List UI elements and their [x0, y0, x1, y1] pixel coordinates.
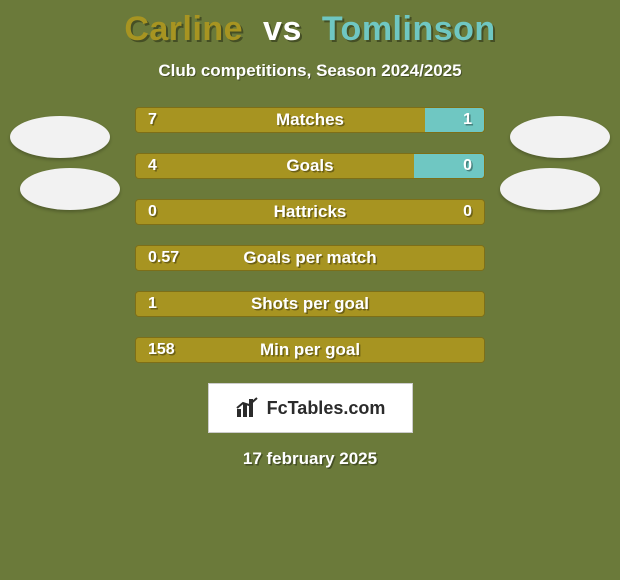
brand-text: FcTables.com [267, 398, 386, 419]
chart-icon [235, 397, 261, 419]
stat-bar-left [136, 154, 414, 178]
stat-value-right: 0 [463, 157, 472, 175]
stat-value-left: 4 [148, 157, 157, 175]
stat-value-left: 7 [148, 111, 157, 129]
stat-value-right: 0 [463, 203, 472, 221]
title-player2: Tomlinson [322, 10, 496, 48]
stat-bar: 71Matches [135, 107, 485, 133]
stat-value-right: 1 [463, 111, 472, 129]
date: 17 february 2025 [0, 449, 620, 469]
stat-row: 40Goals [135, 153, 485, 179]
stat-value-left: 0 [148, 203, 157, 221]
stat-bar: 1Shots per goal [135, 291, 485, 317]
stat-row: 0.57Goals per match [135, 245, 485, 271]
stat-bar-left [136, 108, 425, 132]
stat-row: 1Shots per goal [135, 291, 485, 317]
stat-row: 71Matches [135, 107, 485, 133]
stat-rows: 71Matches40Goals00Hattricks0.57Goals per… [135, 107, 485, 363]
stat-value-left: 0.57 [148, 249, 179, 267]
subtitle: Club competitions, Season 2024/2025 [0, 61, 620, 81]
player1-avatar-1 [10, 116, 110, 158]
stat-value-left: 158 [148, 341, 175, 359]
stat-bar-left [136, 246, 484, 270]
stat-bar-right [414, 154, 484, 178]
player2-avatar-1 [510, 116, 610, 158]
stat-value-left: 1 [148, 295, 157, 313]
player1-avatar-2 [20, 168, 120, 210]
stat-bar: 158Min per goal [135, 337, 485, 363]
stat-row: 158Min per goal [135, 337, 485, 363]
stat-bar-left [136, 338, 484, 362]
stat-row: 00Hattricks [135, 199, 485, 225]
stat-bar: 0.57Goals per match [135, 245, 485, 271]
stat-bar-left [136, 292, 484, 316]
stat-bar: 40Goals [135, 153, 485, 179]
title-vs: vs [263, 10, 302, 48]
stat-bar-left [136, 200, 484, 224]
player2-avatar-2 [500, 168, 600, 210]
comparison-card: Carline vs Tomlinson Club competitions, … [0, 0, 620, 580]
stat-bar-right [425, 108, 484, 132]
title: Carline vs Tomlinson [0, 10, 620, 49]
brand-badge: FcTables.com [208, 383, 413, 433]
stat-bar: 00Hattricks [135, 199, 485, 225]
title-player1: Carline [124, 10, 243, 48]
